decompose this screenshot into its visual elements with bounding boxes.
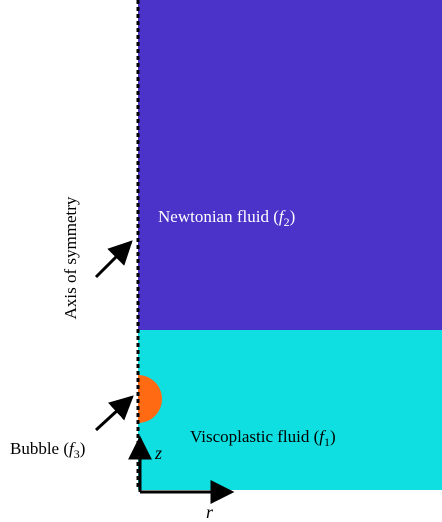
axis-label-pointer-arrow [94,240,133,279]
viscoplastic-fluid-label: Viscoplastic fluid (f1) [190,427,336,449]
newtonian-fluid-region [138,0,442,330]
bubble-region [138,375,162,423]
r-axis-label: r [206,502,214,522]
axis-of-symmetry-label: Axis of symmetry [61,196,80,319]
newtonian-fluid-label: Newtonian fluid (f2) [158,207,295,229]
bubble-label: Bubble (f3) [10,439,85,461]
bubble-label-pointer-arrow [94,395,134,432]
viscoplastic-fluid-region [138,330,442,490]
z-axis-label: z [154,443,162,463]
